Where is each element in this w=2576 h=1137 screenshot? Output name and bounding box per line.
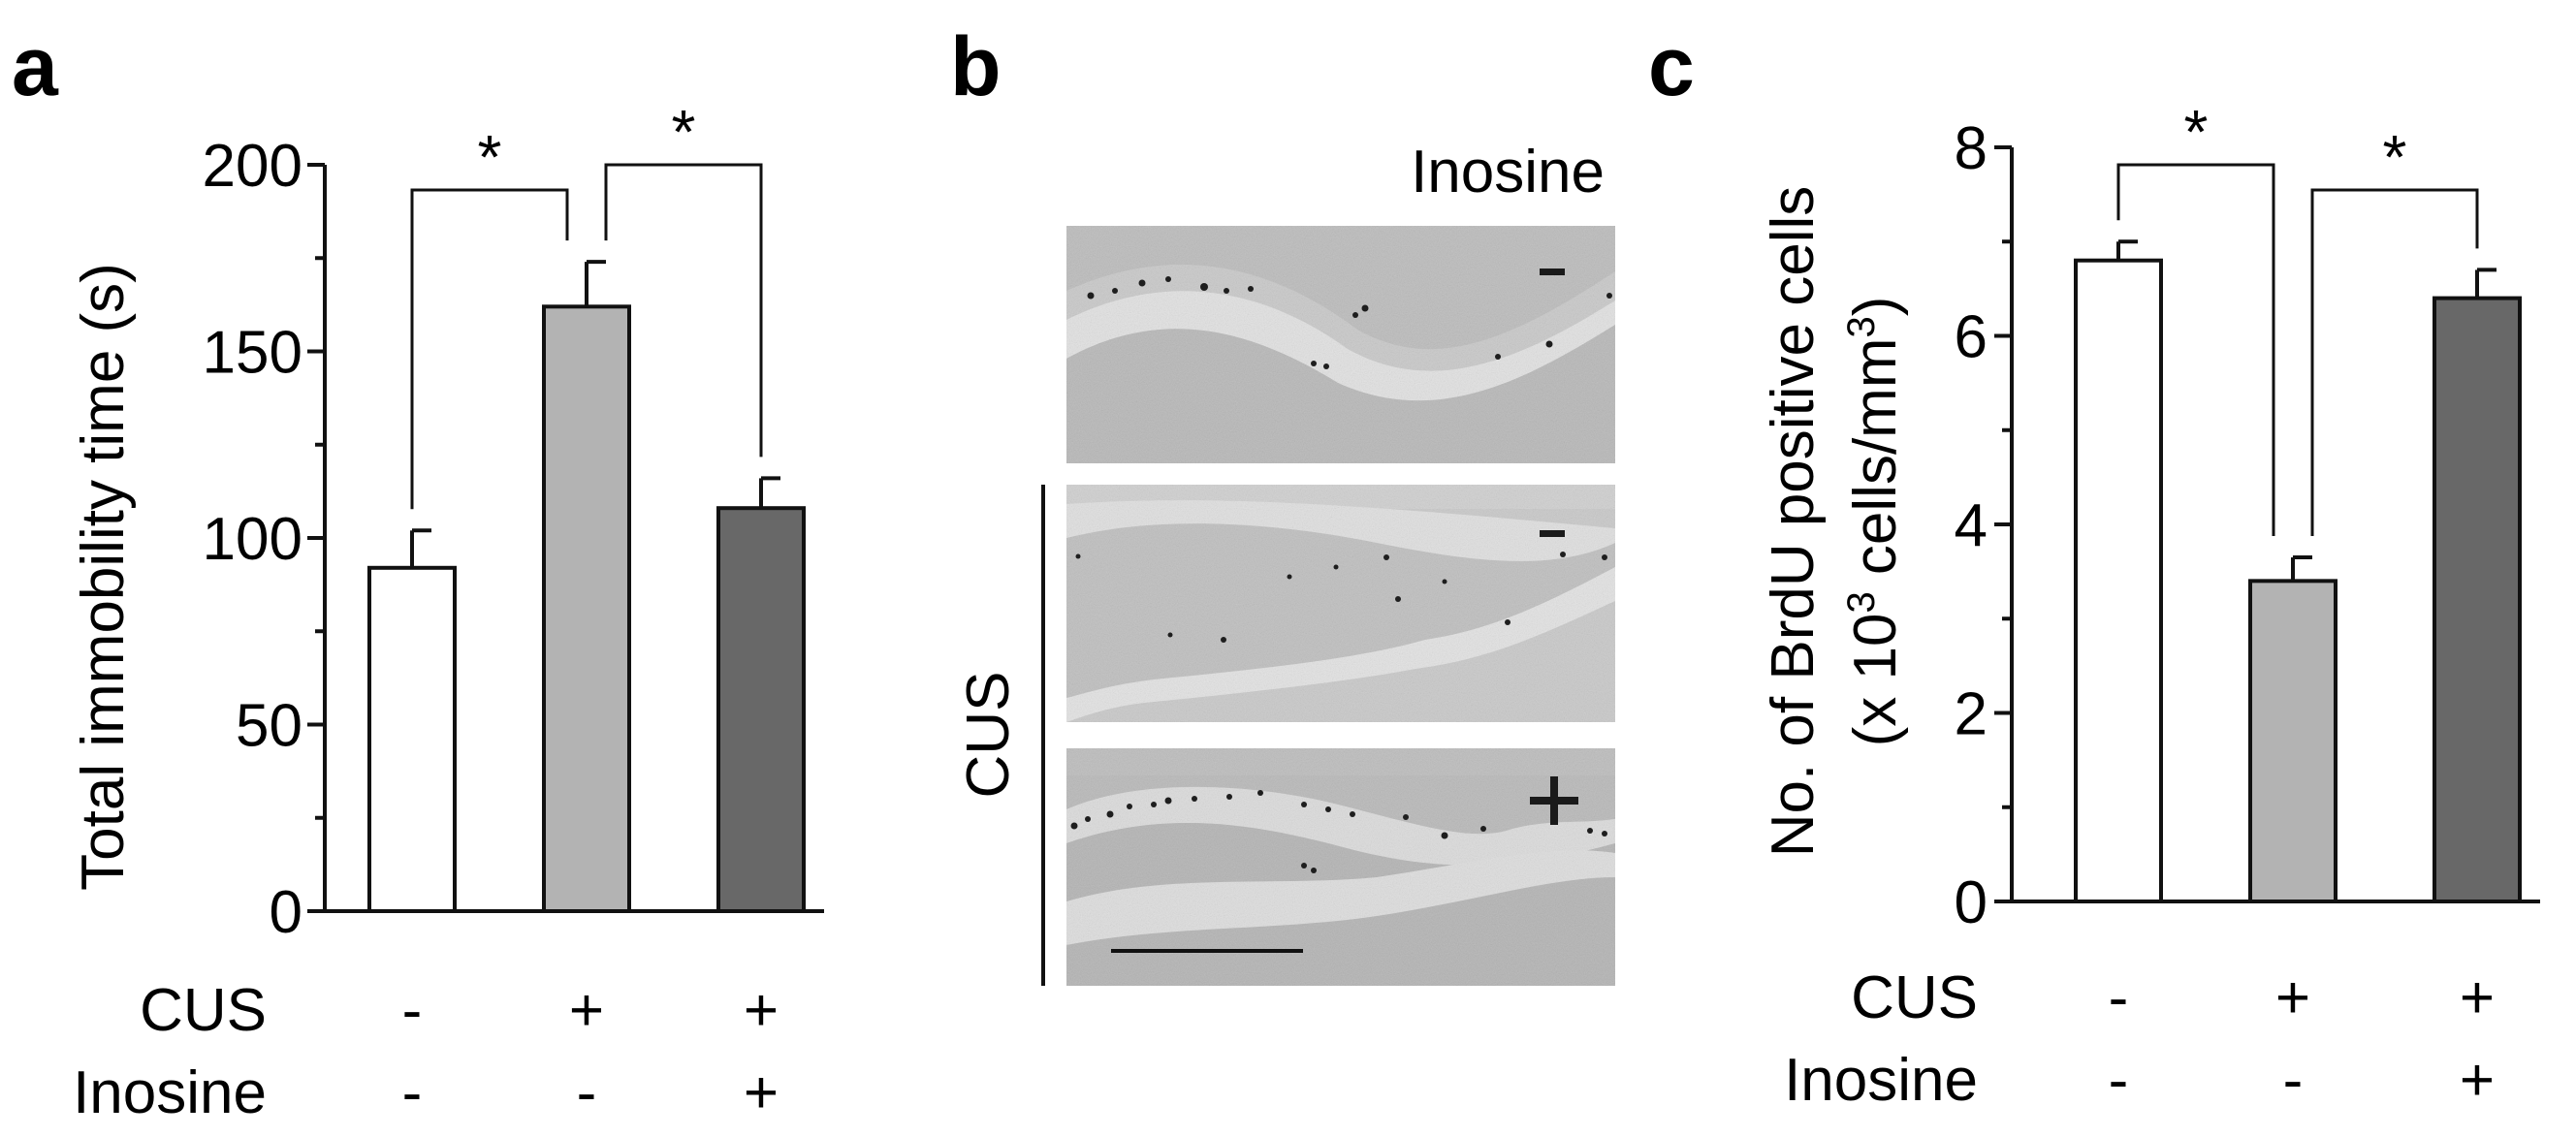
y-tick-label: 2 (1955, 681, 1988, 748)
panel-c-inosine-row-label: Inosine (1784, 1047, 1978, 1114)
panel-a: a 0 50 100 150 200 Total immobility time (s)… (12, 20, 824, 1126)
y-tick-label: 50 (236, 693, 302, 760)
panel-b-cus-label: CUS (955, 672, 1022, 799)
panel-a-inosine-row-label: Inosine (73, 1059, 267, 1126)
significance-star: * (2383, 122, 2407, 192)
inosine-sign: - (2109, 1047, 2129, 1114)
significance-bracket (604, 163, 763, 458)
panel-c-letter: c (1648, 20, 1695, 113)
panel-a-bars (367, 260, 806, 913)
micrograph-cus-inosine (1066, 748, 1615, 986)
cus-sign: - (2109, 964, 2129, 1031)
y-tick-label: 8 (1955, 115, 1988, 182)
panel-a-condition-signs: - + + - - + (402, 977, 779, 1126)
panel-a-letter: a (12, 20, 59, 113)
cus-sign: + (744, 977, 779, 1044)
y-tick-label: 100 (203, 506, 302, 573)
panel-c: c 0 2 4 6 8 No. of BrdU positive cells (x 10… (1648, 20, 2540, 1114)
bar (367, 565, 457, 913)
cus-sign: + (569, 977, 604, 1044)
panel-a-y-axis: 0 50 100 150 200 (203, 133, 824, 946)
micrograph-cus-sign (1540, 530, 1565, 537)
panel-c-y-axis-label-line1: No. of BrdU positive cells (1760, 186, 1827, 858)
y-tick-label: 0 (1955, 869, 1988, 936)
significance-bracket (2310, 188, 2479, 537)
micrograph-control-sign (1540, 268, 1565, 275)
panel-c-significance: * * (2116, 97, 2479, 537)
bar (2074, 258, 2163, 903)
significance-star: * (478, 122, 502, 192)
inosine-sign: - (402, 1059, 423, 1126)
cus-sign: + (2275, 964, 2310, 1031)
y-tick-label: 4 (1955, 492, 1988, 559)
scale-bar (1111, 949, 1303, 953)
panel-a-cus-row-label: CUS (140, 977, 267, 1044)
significance-bracket (410, 188, 569, 510)
inosine-sign: + (744, 1059, 779, 1126)
panel-b-inosine-label: Inosine (1411, 139, 1605, 205)
micrograph-cus-tissue (1066, 485, 1615, 722)
y-tick-label: 150 (203, 320, 302, 387)
cus-bracket-line (1041, 485, 1045, 986)
y-tick-label: 200 (203, 133, 302, 200)
significance-bracket (2116, 163, 2275, 537)
panel-c-bars (2074, 239, 2522, 904)
y-tick-label: 0 (270, 879, 302, 946)
inosine-sign: - (577, 1059, 597, 1126)
significance-star: * (672, 97, 696, 167)
micrograph-cus-inosine-sign (1530, 776, 1578, 825)
y-tick-label: 6 (1955, 304, 1988, 371)
micrograph-control (1066, 226, 1615, 463)
panel-a-significance: * * (410, 97, 763, 510)
bar (716, 506, 806, 913)
panel-c-condition-signs: - + + - - + (2109, 964, 2495, 1114)
panel-c-cus-row-label: CUS (1851, 964, 1978, 1031)
bar (2433, 296, 2522, 904)
cus-sign: - (402, 977, 423, 1044)
panel-b-letter: b (950, 20, 1002, 113)
panel-c-y-axis-label-line2: (x 103 cells/mm3) (1840, 297, 1909, 747)
micrograph-control-tissue (1066, 226, 1615, 463)
cus-sign: + (2460, 964, 2495, 1031)
inosine-sign: - (2283, 1047, 2304, 1114)
significance-star: * (2184, 97, 2209, 167)
bar (2248, 579, 2337, 903)
bar (542, 304, 631, 913)
panel-b: b Inosine (950, 20, 1615, 986)
micrograph-cus-inosine-tissue (1066, 748, 1615, 986)
panel-a-y-axis-label: Total immobility time (s) (70, 263, 137, 891)
inosine-sign: + (2460, 1047, 2495, 1114)
micrograph-cus (1066, 485, 1615, 722)
